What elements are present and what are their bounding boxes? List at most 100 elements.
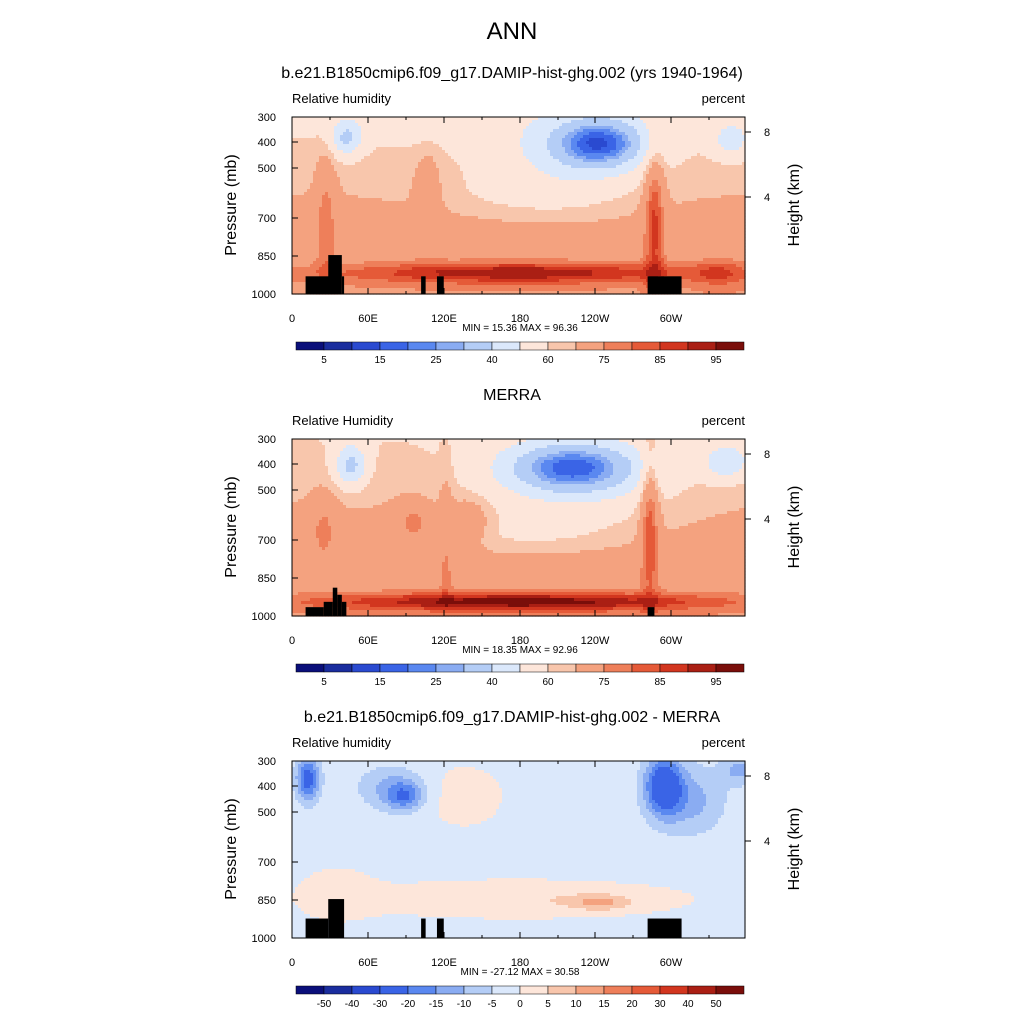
y2-tick-label: 4 (764, 514, 770, 526)
topography-block (323, 601, 333, 616)
colorbar-label: -20 (401, 999, 416, 1010)
contour-field (292, 117, 746, 295)
contour-field (292, 439, 746, 617)
colorbar-label: 40 (486, 677, 498, 688)
colorbar-box (435, 341, 465, 351)
colorbar-box (435, 663, 465, 673)
y-tick-label: 850 (258, 895, 276, 907)
colorbar-label: 5 (321, 355, 327, 366)
y-tick-label: 700 (258, 857, 276, 869)
colorbar-label: 75 (598, 355, 610, 366)
colorbar-box (715, 663, 745, 673)
topography-block (337, 594, 342, 616)
colorbar-box (463, 663, 493, 673)
y-tick-label: 1000 (252, 933, 276, 945)
plot-frame (291, 438, 746, 617)
colorbar-box (715, 341, 745, 351)
y-tick-label: 400 (258, 781, 276, 793)
colorbar-label: 5 (321, 677, 327, 688)
colorbar-label: 5 (545, 999, 551, 1010)
colorbar-label: 10 (570, 999, 582, 1010)
y-tick-label: 500 (258, 485, 276, 497)
y-tick-label: 700 (258, 535, 276, 547)
colorbar-label: 50 (710, 999, 722, 1010)
colorbar-box (687, 985, 717, 995)
colorbar-box (323, 985, 353, 995)
x-tick-label: 120W (581, 957, 610, 969)
min-max-label: MIN = 18.35 MAX = 92.96 (462, 645, 578, 656)
colorbar-label: 40 (486, 355, 498, 366)
y2-tick-label: 4 (764, 836, 770, 848)
colorbar-box (603, 663, 633, 673)
colorbar (295, 663, 745, 673)
y-tick-label: 300 (258, 756, 276, 768)
colorbar-label: -40 (345, 999, 360, 1010)
colorbar-box (631, 663, 661, 673)
panel-title: b.e21.B1850cmip6.f09_g17.DAMIP-hist-ghg.… (304, 709, 721, 726)
x-tick-label: 120W (581, 635, 610, 647)
colorbar-box (463, 341, 493, 351)
colorbar-label: 85 (654, 677, 666, 688)
panel-model: b.e21.B1850cmip6.f09_g17.DAMIP-hist-ghg.… (223, 65, 803, 366)
colorbar-label: 60 (542, 355, 554, 366)
topography (305, 255, 682, 294)
variable-label: Relative humidity (292, 91, 391, 106)
colorbar-label: 60 (542, 677, 554, 688)
y-tick-label: 850 (258, 573, 276, 585)
y-tick-label: 400 (258, 137, 276, 149)
colorbar-box (351, 985, 381, 995)
topography-block (305, 918, 329, 938)
colorbar-box (687, 341, 717, 351)
colorbar-label: 85 (654, 355, 666, 366)
colorbar-label: 20 (626, 999, 638, 1010)
y-tick-label: 300 (258, 112, 276, 124)
colorbar-box (295, 663, 325, 673)
colorbar-box (435, 985, 465, 995)
colorbar-label: 15 (374, 355, 386, 366)
x-tick-label: 120E (431, 635, 457, 647)
y-tick-label: 700 (258, 213, 276, 225)
colorbar-label: 95 (710, 677, 722, 688)
colorbar-box (631, 985, 661, 995)
y2-tick-label: 8 (764, 449, 770, 461)
colorbar-box (659, 341, 689, 351)
y-tick-label: 1000 (252, 289, 276, 301)
colorbar-box (715, 985, 745, 995)
variable-label: Relative humidity (292, 735, 391, 750)
colorbar-box (323, 663, 353, 673)
panel-title: b.e21.B1850cmip6.f09_g17.DAMIP-hist-ghg.… (281, 65, 743, 82)
colorbar-label: 25 (430, 355, 442, 366)
plot-frame (291, 116, 746, 295)
y2-tick-label: 4 (764, 192, 770, 204)
topography-block (436, 918, 444, 938)
y2-axis-title: Height (km) (786, 486, 803, 569)
colorbar (295, 341, 745, 351)
colorbar-box (519, 985, 549, 995)
x-tick-label: 60E (358, 313, 378, 325)
colorbar-box (491, 663, 521, 673)
x-tick-label: 120E (431, 313, 457, 325)
colorbar-box (379, 663, 409, 673)
x-tick-label: 60W (660, 635, 683, 647)
y-tick-label: 500 (258, 807, 276, 819)
colorbar-box (379, 341, 409, 351)
panel-difference: b.e21.B1850cmip6.f09_g17.DAMIP-hist-ghg.… (223, 709, 803, 1010)
colorbar-label: -10 (457, 999, 472, 1010)
min-max-label: MIN = 15.36 MAX = 96.36 (462, 323, 578, 334)
colorbar-box (351, 341, 381, 351)
colorbar-box (407, 985, 437, 995)
y2-axis-title: Height (km) (786, 164, 803, 247)
units-label: percent (702, 413, 746, 428)
x-tick-label: 0 (289, 635, 295, 647)
colorbar-box (659, 985, 689, 995)
topography (305, 899, 682, 938)
y-axis-title: Pressure (mb) (223, 154, 240, 255)
colorbar-label: -15 (429, 999, 444, 1010)
colorbar-label: -50 (317, 999, 332, 1010)
x-tick-label: 60E (358, 957, 378, 969)
x-tick-label: 0 (289, 957, 295, 969)
topography (305, 587, 655, 616)
panel-title: MERRA (483, 387, 541, 404)
colorbar-box (519, 663, 549, 673)
